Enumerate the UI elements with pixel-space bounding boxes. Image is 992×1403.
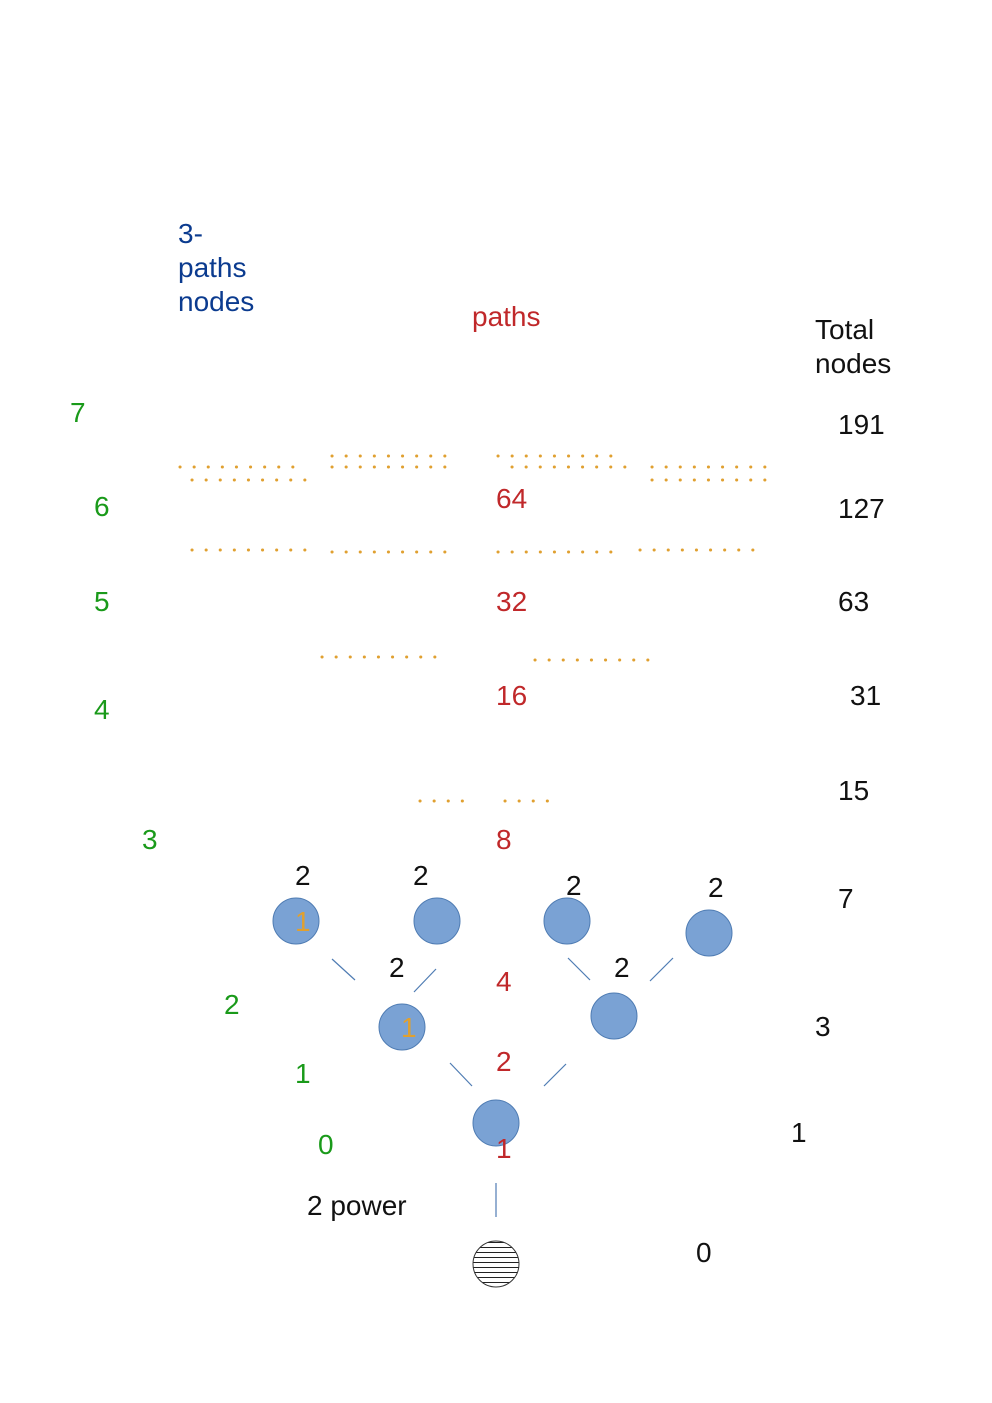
header-3-line: 3- <box>178 218 203 249</box>
tree-edge <box>567 957 591 981</box>
tree-edge <box>331 958 356 981</box>
total-value-7: 7 <box>838 883 854 914</box>
branch-count-label: 2 <box>413 860 429 891</box>
paths-value-1: 1 <box>496 1133 512 1164</box>
dotted-rows <box>178 454 774 803</box>
power-label-6: 6 <box>94 491 110 522</box>
header-nodes-line-2: nodes <box>815 348 892 379</box>
tree-node <box>590 992 638 1040</box>
power-label-7: 7 <box>70 397 86 428</box>
tree-node <box>413 897 461 945</box>
header-3-paths-nodes: 3- paths nodes <box>178 217 254 319</box>
power-label-0: 0 <box>318 1129 334 1160</box>
tree-edge <box>413 968 437 993</box>
paths-value-2: 2 <box>496 1046 512 1077</box>
header-paths: paths <box>472 301 541 332</box>
tree-node <box>378 1003 426 1051</box>
tree-edges <box>331 957 674 1217</box>
header-total-line: Total <box>815 314 875 345</box>
branch-count-label: 2 <box>295 860 311 891</box>
tree-node <box>272 897 320 945</box>
tree-edge <box>543 1063 567 1087</box>
node-mark: 1 <box>295 906 311 937</box>
tree-edge <box>649 957 674 982</box>
tree-nodes <box>272 897 733 1147</box>
power-label-1: 1 <box>295 1058 311 1089</box>
header-paths-line: paths <box>178 252 247 283</box>
total-value-0: 0 <box>696 1237 712 1268</box>
paths-value-64: 64 <box>496 483 528 514</box>
paths-value-16: 16 <box>496 680 528 711</box>
power-label-4: 4 <box>94 694 110 725</box>
total-value-15: 15 <box>838 775 870 806</box>
total-value-127: 127 <box>838 493 885 524</box>
tree-node <box>543 897 591 945</box>
node-mark: 1 <box>401 1012 417 1043</box>
root-node <box>472 1099 520 1147</box>
branch-count-label: 2 <box>566 870 582 901</box>
paths-value-4: 4 <box>496 966 512 997</box>
branch-count-label: 2 <box>389 952 405 983</box>
branch-count-label: 2 <box>614 952 630 983</box>
total-value-1: 1 <box>791 1117 807 1148</box>
header-nodes-line: nodes <box>178 286 255 317</box>
origin-node <box>472 1240 520 1288</box>
tree-node <box>685 909 733 957</box>
total-value-63: 63 <box>838 586 870 617</box>
total-value-31: 31 <box>850 680 882 711</box>
power-label-2: 2 <box>224 989 240 1020</box>
branch-count-label: 2 <box>708 872 724 903</box>
paths-value-8: 8 <box>496 824 512 855</box>
power-label-3: 3 <box>142 824 158 855</box>
paths-value-32: 32 <box>496 586 528 617</box>
tree-edge <box>449 1062 473 1087</box>
power-label-5: 5 <box>94 586 110 617</box>
header-total-nodes: Total nodes <box>815 313 891 381</box>
total-value-3: 3 <box>815 1011 831 1042</box>
power-caption: 2 power <box>307 1190 407 1221</box>
total-value-191: 191 <box>838 409 885 440</box>
